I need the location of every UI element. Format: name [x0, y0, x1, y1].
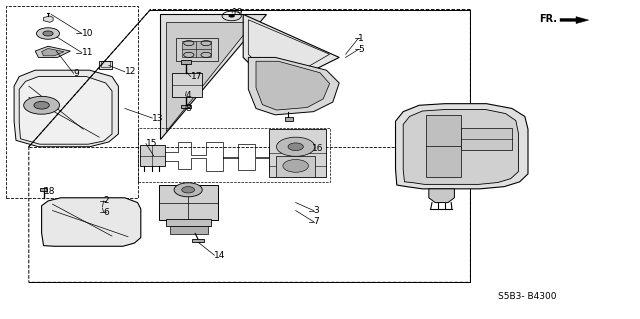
Polygon shape [560, 17, 589, 24]
Text: 11: 11 [82, 48, 93, 57]
Polygon shape [269, 129, 326, 177]
Text: 14: 14 [214, 251, 226, 260]
Polygon shape [181, 105, 191, 108]
Polygon shape [182, 41, 211, 57]
Polygon shape [42, 48, 64, 56]
Polygon shape [166, 22, 253, 131]
Text: FR.: FR. [539, 14, 557, 24]
Polygon shape [181, 60, 191, 64]
Text: 3: 3 [314, 206, 319, 215]
Polygon shape [396, 104, 528, 189]
Polygon shape [40, 188, 47, 191]
Text: 13: 13 [152, 114, 164, 122]
Polygon shape [14, 70, 118, 147]
Polygon shape [285, 117, 293, 121]
Polygon shape [172, 73, 202, 97]
Polygon shape [160, 14, 266, 139]
Polygon shape [276, 156, 315, 177]
Polygon shape [42, 198, 141, 246]
Polygon shape [461, 128, 512, 150]
Text: 6: 6 [104, 208, 109, 217]
Circle shape [276, 137, 315, 156]
Polygon shape [166, 219, 211, 226]
Polygon shape [426, 115, 461, 177]
Text: 16: 16 [312, 144, 324, 153]
Circle shape [36, 28, 60, 39]
Polygon shape [243, 14, 339, 89]
Text: 5: 5 [358, 45, 364, 54]
Polygon shape [429, 189, 454, 203]
Polygon shape [248, 57, 339, 115]
Polygon shape [140, 145, 165, 166]
Polygon shape [44, 16, 53, 22]
Text: 8: 8 [186, 104, 191, 113]
Circle shape [174, 183, 202, 197]
Text: S5B3- B4300: S5B3- B4300 [499, 293, 557, 301]
Text: 1: 1 [358, 34, 364, 43]
Text: 19: 19 [232, 8, 244, 17]
Circle shape [283, 160, 308, 172]
Text: 9: 9 [74, 69, 79, 78]
Polygon shape [35, 46, 70, 57]
Text: 7: 7 [314, 217, 319, 226]
Text: 2: 2 [104, 197, 109, 205]
Text: 15: 15 [146, 139, 157, 148]
Circle shape [43, 31, 53, 36]
Circle shape [34, 101, 49, 109]
Circle shape [182, 187, 195, 193]
Polygon shape [99, 61, 112, 69]
Polygon shape [256, 61, 330, 110]
Circle shape [24, 96, 60, 114]
Polygon shape [176, 38, 218, 61]
Text: 4: 4 [186, 91, 191, 100]
Text: 10: 10 [82, 29, 93, 38]
Polygon shape [403, 109, 518, 184]
Text: 18: 18 [44, 187, 55, 196]
Polygon shape [192, 239, 204, 242]
Polygon shape [19, 77, 112, 144]
Text: 12: 12 [125, 67, 136, 76]
Text: 17: 17 [191, 72, 202, 81]
Circle shape [288, 143, 303, 151]
Polygon shape [170, 226, 208, 234]
Polygon shape [159, 185, 218, 220]
Circle shape [228, 14, 235, 18]
